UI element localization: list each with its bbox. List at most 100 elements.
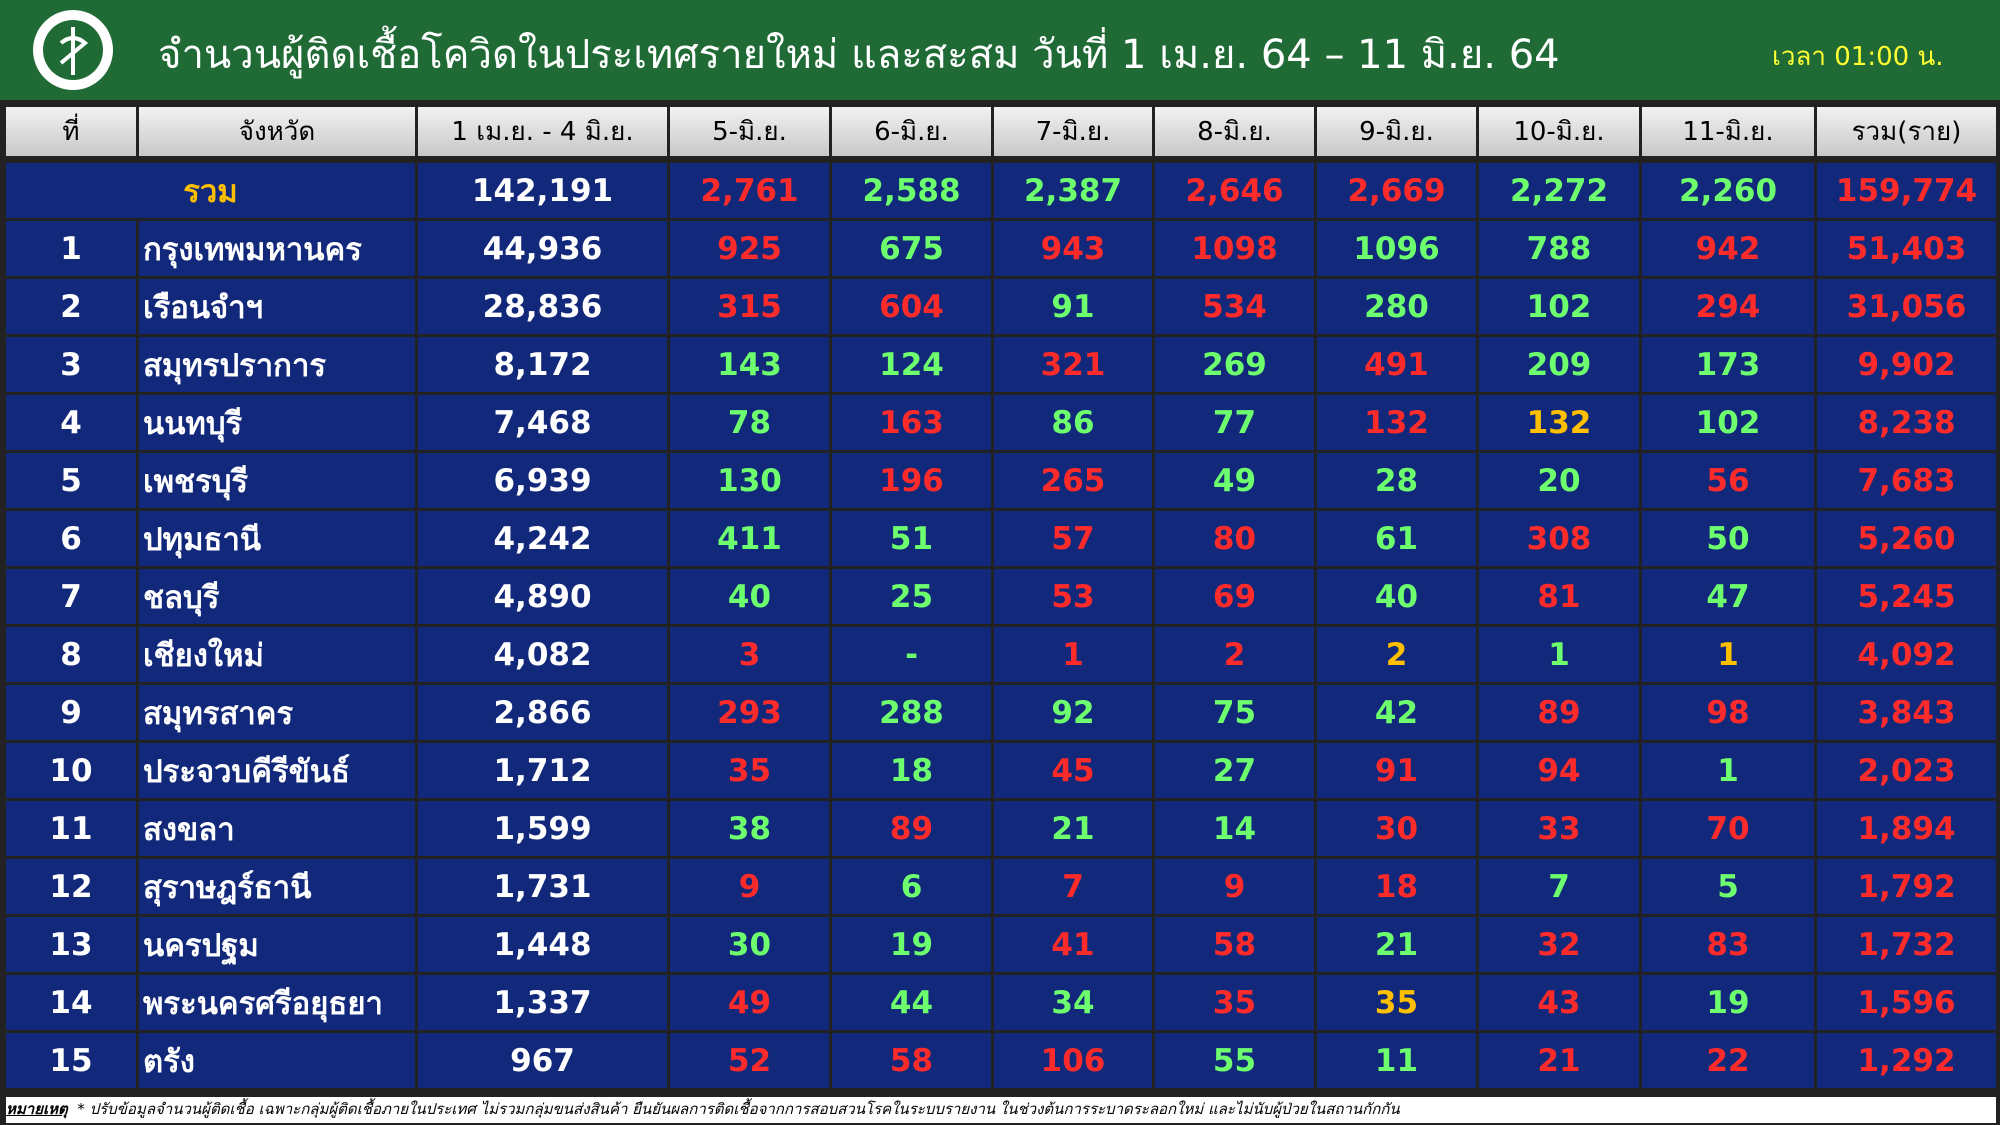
data-cell: 50 <box>1642 511 1814 566</box>
total-cell: 2,669 <box>1317 163 1476 218</box>
data-cell: 534 <box>1155 279 1314 334</box>
data-cell: 11 <box>6 801 136 856</box>
data-cell: 411 <box>670 511 829 566</box>
province: ตรัง <box>139 1033 415 1088</box>
data-cell: 7 <box>994 859 1152 914</box>
data-cell: 280 <box>1317 279 1476 334</box>
data-cell: 14 <box>6 975 136 1030</box>
data-cell: 1,731 <box>418 859 667 914</box>
data-cell: 209 <box>1479 337 1639 392</box>
data-cell: 265 <box>994 453 1152 508</box>
data-cell: 86 <box>994 395 1152 450</box>
column-header: จังหวัด <box>139 107 415 156</box>
data-cell: 967 <box>418 1033 667 1088</box>
data-cell: 7,468 <box>418 395 667 450</box>
data-cell: 3,843 <box>1817 685 1996 740</box>
data-cell: 6 <box>832 859 991 914</box>
data-cell: 288 <box>832 685 991 740</box>
data-cell: 2 <box>1317 627 1476 682</box>
province: สมุทรสาคร <box>139 685 415 740</box>
province: เพชรบุรี <box>139 453 415 508</box>
province: เรือนจำฯ <box>139 279 415 334</box>
data-cell: 22 <box>1642 1033 1814 1088</box>
data-cell: 102 <box>1642 395 1814 450</box>
data-cell: 28 <box>1317 453 1476 508</box>
data-cell: 35 <box>1317 975 1476 1030</box>
data-cell: 69 <box>1155 569 1314 624</box>
province: นนทบุรี <box>139 395 415 450</box>
data-cell: 308 <box>1479 511 1639 566</box>
data-cell: 52 <box>670 1033 829 1088</box>
data-cell: 30 <box>670 917 829 972</box>
data-cell: 6 <box>6 511 136 566</box>
data-cell: 1 <box>1642 743 1814 798</box>
data-cell: 294 <box>1642 279 1814 334</box>
column-header: 6-มิ.ย. <box>832 107 991 156</box>
data-cell: 75 <box>1155 685 1314 740</box>
data-cell: 41 <box>994 917 1152 972</box>
data-cell: 89 <box>1479 685 1639 740</box>
data-cell: 58 <box>1155 917 1314 972</box>
column-header: 10-มิ.ย. <box>1479 107 1639 156</box>
total-cell: 2,646 <box>1155 163 1314 218</box>
total-cell: 159,774 <box>1817 163 1996 218</box>
column-header: 7-มิ.ย. <box>994 107 1152 156</box>
data-cell: 21 <box>1479 1033 1639 1088</box>
province: ปทุมธานี <box>139 511 415 566</box>
data-cell: 13 <box>6 917 136 972</box>
data-cell: 12 <box>6 859 136 914</box>
footnote-text: * ปรับข้อมูลจำนวนผู้ติดเชื้อ เฉพาะกลุ่มผ… <box>77 1100 1400 1118</box>
total-cell: 2,387 <box>994 163 1152 218</box>
data-cell: - <box>832 627 991 682</box>
column-header: 9-มิ.ย. <box>1317 107 1476 156</box>
logo <box>33 10 113 90</box>
data-cell: 98 <box>1642 685 1814 740</box>
data-cell: 1098 <box>1155 221 1314 276</box>
data-cell: 5 <box>6 453 136 508</box>
province: สมุทรปราการ <box>139 337 415 392</box>
data-cell: 19 <box>832 917 991 972</box>
data-cell: 78 <box>670 395 829 450</box>
data-cell: 53 <box>994 569 1152 624</box>
data-cell: 10 <box>6 743 136 798</box>
data-cell: 40 <box>670 569 829 624</box>
data-cell: 9 <box>6 685 136 740</box>
data-cell: 18 <box>1317 859 1476 914</box>
data-cell: 91 <box>1317 743 1476 798</box>
data-cell: 1,337 <box>418 975 667 1030</box>
data-cell: 163 <box>832 395 991 450</box>
data-cell: 47 <box>1642 569 1814 624</box>
data-cell: 28,836 <box>418 279 667 334</box>
data-cell: 8 <box>6 627 136 682</box>
data-cell: 1,732 <box>1817 917 1996 972</box>
data-cell: 4,092 <box>1817 627 1996 682</box>
data-cell: 2,023 <box>1817 743 1996 798</box>
data-cell: 5,260 <box>1817 511 1996 566</box>
data-cell: 4,242 <box>418 511 667 566</box>
data-cell: 89 <box>832 801 991 856</box>
data-cell: 31,056 <box>1817 279 1996 334</box>
province: กรุงเทพมหานคร <box>139 221 415 276</box>
data-cell: 77 <box>1155 395 1314 450</box>
data-cell: 1 <box>1642 627 1814 682</box>
data-cell: 1,792 <box>1817 859 1996 914</box>
data-cell: 15 <box>6 1033 136 1088</box>
total-label: รวม <box>6 163 415 218</box>
data-cell: 132 <box>1317 395 1476 450</box>
data-cell: 44,936 <box>418 221 667 276</box>
data-cell: 4,082 <box>418 627 667 682</box>
data-cell: 91 <box>994 279 1152 334</box>
column-header: 1 เม.ย. - 4 มิ.ย. <box>418 107 667 156</box>
data-cell: 49 <box>670 975 829 1030</box>
total-cell: 2,260 <box>1642 163 1814 218</box>
data-cell: 35 <box>670 743 829 798</box>
data-cell: 8,238 <box>1817 395 1996 450</box>
data-cell: 51,403 <box>1817 221 1996 276</box>
province: ชลบุรี <box>139 569 415 624</box>
data-cell: 5,245 <box>1817 569 1996 624</box>
data-cell: 143 <box>670 337 829 392</box>
data-cell: 33 <box>1479 801 1639 856</box>
data-cell: 42 <box>1317 685 1476 740</box>
column-header: 5-มิ.ย. <box>670 107 829 156</box>
data-cell: 34 <box>994 975 1152 1030</box>
